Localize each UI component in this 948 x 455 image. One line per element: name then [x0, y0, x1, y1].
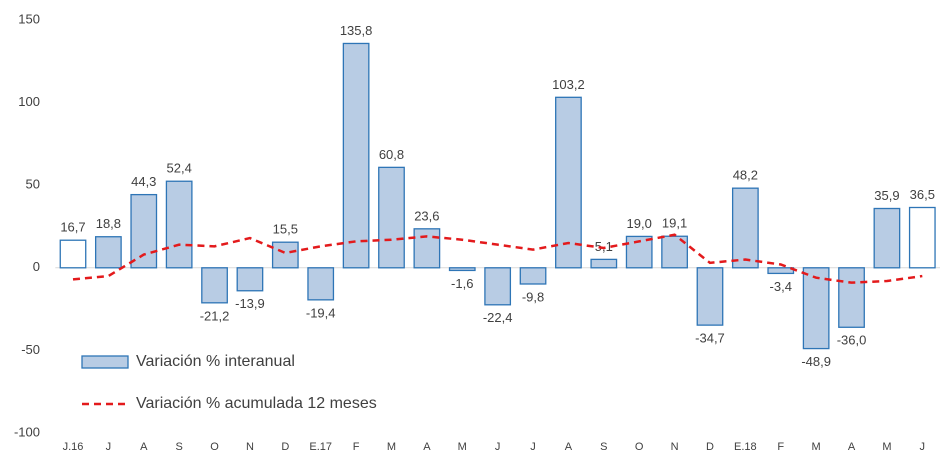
x-tick-label: M: [812, 441, 821, 453]
x-tick-label: J: [920, 441, 926, 453]
legend-label: Variación % interanual: [136, 353, 295, 370]
x-tick-label: J: [530, 441, 536, 453]
data-label: 18,8: [96, 216, 121, 231]
y-tick-label: -50: [21, 342, 40, 357]
x-tick-label: M: [882, 441, 891, 453]
bar: [448, 267, 476, 272]
data-label: -9,8: [522, 289, 544, 304]
bar: [236, 267, 264, 292]
bar: [484, 267, 512, 306]
bar: [307, 267, 335, 301]
data-label: 15,5: [273, 222, 298, 237]
x-tick-label: E.17: [309, 441, 332, 453]
bar: [94, 236, 122, 269]
data-label: -22,4: [483, 310, 513, 325]
x-tick-label: M: [387, 441, 396, 453]
x-tick-label: J: [106, 441, 112, 453]
x-tick-label: O: [635, 441, 644, 453]
bar: [767, 267, 795, 275]
x-tick-label: A: [140, 441, 148, 453]
y-tick-label: 50: [26, 177, 40, 192]
bar: [519, 267, 547, 285]
bar: [908, 206, 936, 269]
bar: [342, 42, 370, 269]
y-tick-label: 0: [33, 259, 40, 274]
data-label: 135,8: [340, 23, 373, 38]
data-label: -36,0: [837, 333, 867, 348]
bar: [696, 267, 724, 326]
x-tick-label: S: [600, 441, 607, 453]
data-label: 19,0: [627, 216, 652, 231]
bar: [59, 239, 87, 269]
data-label: -48,9: [801, 354, 831, 369]
data-label: 52,4: [167, 161, 192, 176]
data-label: -13,9: [235, 296, 265, 311]
data-label: 103,2: [552, 77, 585, 92]
bar: [731, 187, 759, 269]
bar: [873, 207, 901, 269]
data-label: 35,9: [874, 188, 899, 203]
data-label: 36,5: [910, 187, 935, 202]
x-tick-label: O: [210, 441, 219, 453]
data-label: 23,6: [414, 208, 439, 223]
data-label: 5,1: [595, 239, 613, 254]
data-label: -1,6: [451, 276, 473, 291]
y-tick-label: 100: [18, 94, 40, 109]
data-label: -21,2: [200, 308, 230, 323]
bar: [165, 180, 193, 269]
x-tick-label: D: [706, 441, 714, 453]
x-tick-label: F: [353, 441, 360, 453]
data-label: -34,7: [695, 331, 725, 346]
y-tick-label: 150: [18, 11, 40, 26]
x-tick-label: M: [458, 441, 467, 453]
bar: [413, 228, 441, 269]
x-tick-label: J: [495, 441, 501, 453]
data-label: 44,3: [131, 174, 156, 189]
data-label: 19,1: [662, 216, 687, 231]
data-label: -19,4: [306, 305, 336, 320]
x-tick-label: N: [246, 441, 254, 453]
bar: [201, 267, 228, 304]
line: [72, 233, 923, 284]
x-tick-label: S: [175, 441, 182, 453]
data-label: 48,2: [733, 168, 758, 183]
x-tick-label: A: [848, 441, 856, 453]
x-tick-label: A: [423, 441, 431, 453]
legend-swatch: [81, 355, 129, 369]
x-tick-label: A: [565, 441, 573, 453]
y-tick-label: -100: [14, 424, 40, 439]
x-tick-label: F: [777, 441, 784, 453]
legend-label: Variación % acumulada 12 meses: [136, 395, 377, 412]
bar: [802, 267, 830, 350]
bar: [555, 96, 582, 269]
data-label: -3,4: [770, 279, 792, 294]
x-tick-label: N: [671, 441, 679, 453]
data-label: 16,7: [60, 220, 85, 235]
data-label: 60,8: [379, 147, 404, 162]
bar: [130, 193, 158, 269]
x-tick-label: E.18: [734, 441, 757, 453]
x-tick-label: D: [281, 441, 289, 453]
bar: [378, 166, 405, 269]
bar: [590, 258, 618, 269]
bar: [838, 267, 865, 328]
x-tick-label: J.16: [63, 441, 84, 453]
bar: [271, 241, 299, 269]
